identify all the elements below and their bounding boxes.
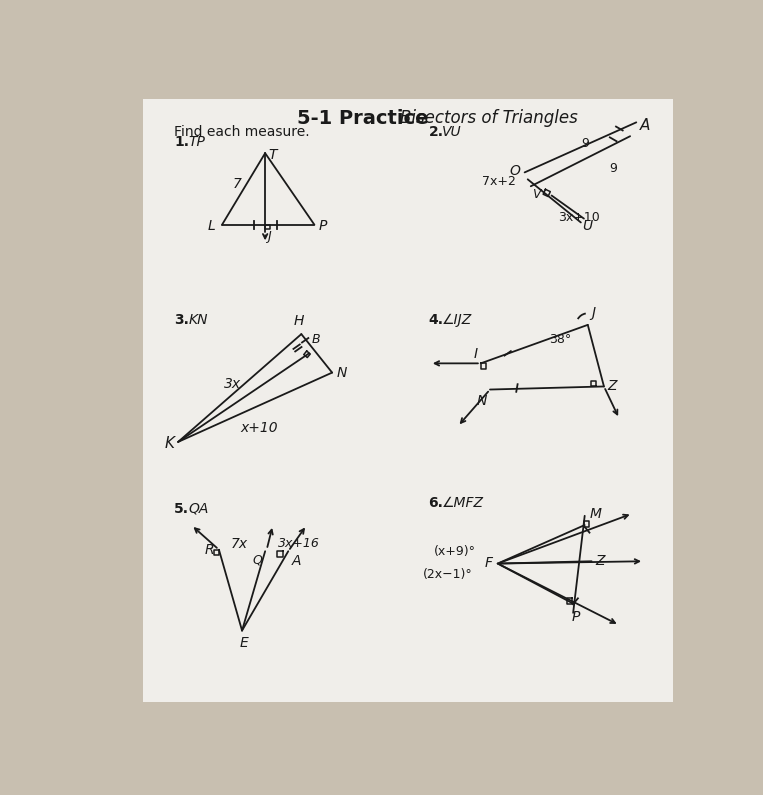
Text: J: J [591,306,596,320]
Text: TP: TP [188,135,205,149]
Text: O: O [509,164,520,178]
Text: Q: Q [253,553,262,567]
Text: B: B [311,332,320,346]
Text: 5.: 5. [174,502,189,516]
Text: 2.: 2. [428,125,443,138]
Text: L: L [208,219,215,233]
Text: N: N [477,394,487,408]
Text: Find each measure.: Find each measure. [174,125,310,138]
Text: 9: 9 [581,137,589,149]
Text: 7: 7 [233,177,242,191]
Text: 7x+2: 7x+2 [481,175,515,188]
Text: 9: 9 [609,162,617,175]
Text: V: V [533,188,541,201]
Text: (2x−1)°: (2x−1)° [423,568,473,581]
Text: R: R [204,543,214,556]
Text: T: T [269,148,277,161]
Text: E: E [240,636,248,650]
Text: I: I [474,347,478,361]
Text: QA: QA [188,502,208,516]
Text: A: A [292,554,301,568]
Text: J: J [268,230,271,243]
Text: K: K [164,436,174,451]
Text: x+10: x+10 [240,421,278,435]
Text: Z: Z [595,554,605,568]
Text: F: F [485,556,493,570]
Text: 4.: 4. [428,312,443,327]
Text: ∠MFZ: ∠MFZ [443,496,485,510]
Text: Bisectors of Triangles: Bisectors of Triangles [400,109,578,127]
Text: 3x+16: 3x+16 [278,537,320,550]
Text: KN: KN [188,312,208,327]
FancyBboxPatch shape [143,99,673,702]
Text: P: P [318,219,327,233]
Text: A: A [640,118,651,134]
Text: 3x: 3x [224,377,240,391]
Text: H: H [294,314,304,328]
Text: 6.: 6. [428,496,443,510]
Text: 3x+10: 3x+10 [558,211,600,223]
Text: M: M [590,507,602,522]
Text: 3.: 3. [174,312,189,327]
Text: 5-1 Practice: 5-1 Practice [298,109,429,128]
Text: P: P [572,610,581,624]
Text: N: N [336,366,347,379]
Text: 1.: 1. [174,135,189,149]
Text: (x+9)°: (x+9)° [434,545,476,558]
Text: 38°: 38° [549,332,571,346]
Text: 7x: 7x [231,537,248,551]
Text: VU: VU [443,125,462,138]
Text: ∠IJZ: ∠IJZ [443,312,472,327]
Text: U: U [582,219,593,233]
Text: Z: Z [608,379,617,394]
